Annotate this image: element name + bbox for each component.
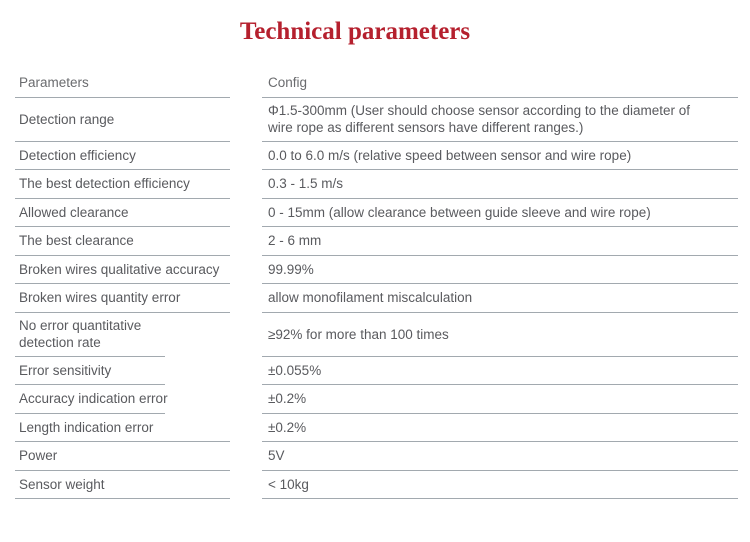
param-label: Power: [19, 448, 58, 464]
config-value: ≥92% for more than 100 times: [268, 326, 449, 342]
param-cell: Power: [15, 442, 230, 471]
config-value: ±0.2%: [268, 391, 307, 407]
param-cell: The best clearance: [15, 227, 230, 256]
table-row: Accuracy indication error ±0.2%: [0, 385, 750, 414]
table-row: The best detection efficiency 0.3 - 1.5 …: [0, 170, 750, 199]
config-cell: ±0.2%: [262, 414, 738, 443]
config-value: allow monofilament miscalculation: [268, 290, 473, 306]
param-cell: Accuracy indication error: [15, 385, 230, 414]
config-value: 0.3 - 1.5 m/s: [268, 176, 344, 192]
param-header-label: Parameters: [19, 75, 89, 91]
param-cell: Length indication error: [15, 414, 230, 443]
config-cell: allow monofilament miscalculation: [262, 284, 738, 313]
table-row: Error sensitivity ±0.055%: [0, 357, 750, 386]
config-value: 2 - 6 mm: [268, 233, 322, 249]
config-cell: 0.0 to 6.0 m/s (relative speed between s…: [262, 142, 738, 171]
config-value: ±0.2%: [268, 419, 307, 435]
param-label: Detection range: [19, 111, 115, 127]
param-cell: No error quantitative detection rate: [15, 313, 230, 357]
param-cell: Broken wires quantity error: [15, 284, 230, 313]
config-value: ±0.055%: [268, 362, 322, 378]
param-cell: Sensor weight: [15, 471, 230, 500]
config-cell: Φ1.5-300mm (User should choose sensor ac…: [262, 98, 738, 142]
param-label: Length indication error: [19, 419, 154, 435]
param-cell: The best detection efficiency: [15, 170, 230, 199]
param-label: Detection efficiency: [19, 147, 136, 163]
table-row: Broken wires qualitative accuracy 99.99%: [0, 256, 750, 285]
param-cell: Broken wires qualitative accuracy: [15, 256, 230, 285]
param-label: Accuracy indication error: [19, 391, 168, 407]
spec-table: Parameters Config Detection range Φ1.5-3…: [0, 69, 750, 499]
param-label: The best detection efficiency: [19, 176, 190, 192]
param-label: Sensor weight: [19, 476, 105, 492]
param-header-cell: Parameters: [15, 69, 230, 98]
config-cell: 5V: [262, 442, 738, 471]
config-value: < 10kg: [268, 476, 309, 492]
param-label: No error quantitative detection rate: [19, 318, 142, 350]
param-cell: Detection range: [15, 98, 230, 142]
table-header-row: Parameters Config: [0, 69, 750, 98]
param-cell: Allowed clearance: [15, 199, 230, 228]
config-cell: 99.99%: [262, 256, 738, 285]
config-value: 5V: [268, 448, 285, 464]
param-label: Error sensitivity: [19, 362, 112, 378]
table-row: The best clearance 2 - 6 mm: [0, 227, 750, 256]
config-value: Φ1.5-300mm (User should choose sensor ac…: [268, 103, 690, 135]
param-cell: Error sensitivity: [15, 357, 230, 386]
config-cell: 0.3 - 1.5 m/s: [262, 170, 738, 199]
config-cell: ±0.2%: [262, 385, 738, 414]
config-header-label: Config: [268, 75, 308, 91]
config-cell: 0 - 15mm (allow clearance between guide …: [262, 199, 738, 228]
config-value: 99.99%: [268, 261, 314, 277]
param-label: Broken wires quantity error: [19, 290, 181, 306]
config-value: 0 - 15mm (allow clearance between guide …: [268, 204, 651, 220]
table-row: Detection efficiency 0.0 to 6.0 m/s (rel…: [0, 142, 750, 171]
param-label: Allowed clearance: [19, 204, 129, 220]
param-cell: Detection efficiency: [15, 142, 230, 171]
table-row: Length indication error ±0.2%: [0, 414, 750, 443]
table-row: Allowed clearance 0 - 15mm (allow cleara…: [0, 199, 750, 228]
table-row: Broken wires quantity error allow monofi…: [0, 284, 750, 313]
technical-parameters-page: Technical parameters Parameters Config D…: [0, 16, 750, 499]
config-cell: < 10kg: [262, 471, 738, 500]
table-row: Detection range Φ1.5-300mm (User should …: [0, 98, 750, 142]
config-cell: ≥92% for more than 100 times: [262, 313, 738, 357]
table-row: No error quantitative detection rate ≥92…: [0, 313, 750, 357]
param-label: Broken wires qualitative accuracy: [19, 261, 220, 277]
table-row: Sensor weight < 10kg: [0, 471, 750, 500]
config-header-cell: Config: [262, 69, 738, 98]
config-cell: ±0.055%: [262, 357, 738, 386]
config-cell: 2 - 6 mm: [262, 227, 738, 256]
table-row: Power 5V: [0, 442, 750, 471]
param-label: The best clearance: [19, 233, 134, 249]
page-title: Technical parameters: [239, 18, 471, 45]
config-value: 0.0 to 6.0 m/s (relative speed between s…: [268, 147, 632, 163]
